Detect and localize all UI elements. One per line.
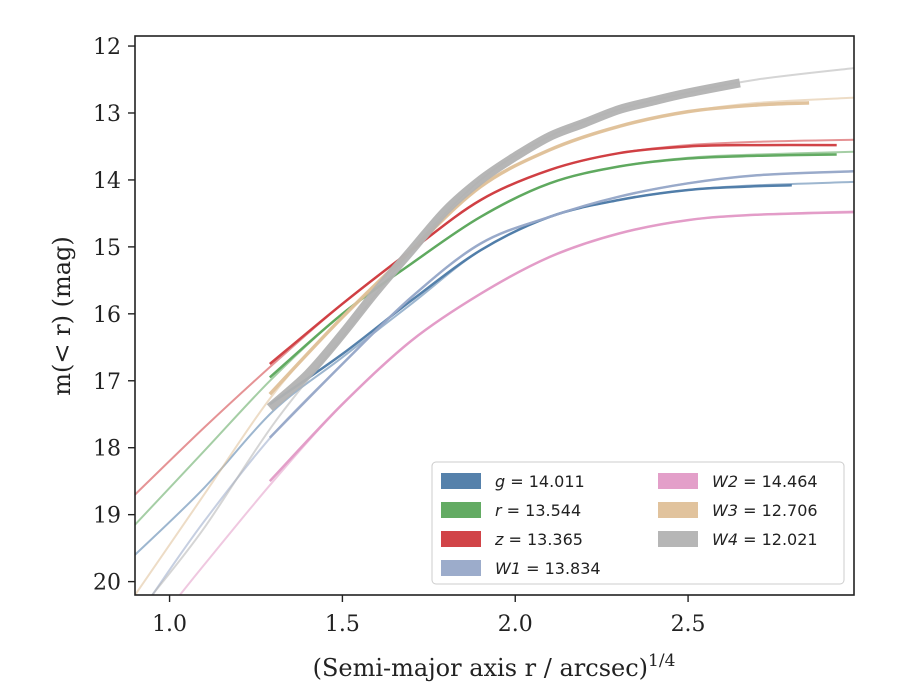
legend-label-value: = 14.464 (738, 472, 818, 491)
series-w2-data-line (268, 210, 854, 483)
x-tick-label: 1.0 (152, 612, 187, 637)
x-axis-label: (Semi-major axis r / arcsec)1/4 (313, 651, 676, 682)
legend-label-base: W1 (495, 559, 521, 578)
series-w4-data-line (266, 78, 741, 411)
series-z-data-line (269, 143, 837, 365)
legend-label-value: = 12.021 (738, 530, 818, 549)
legend-label-r: r = 13.544 (495, 501, 581, 520)
y-tick-label: 13 (93, 102, 121, 127)
legend-swatch-z (441, 531, 481, 547)
y-tick-label: 15 (93, 236, 121, 261)
legend-label-z: z = 13.365 (494, 530, 583, 549)
legend-swatch-w2 (658, 473, 698, 489)
legend-label-w1: W1 = 13.834 (495, 559, 601, 578)
legend-label-base: W4 (712, 530, 738, 549)
series-w1-data-line (268, 169, 854, 439)
legend-swatch-w4 (658, 531, 698, 547)
legend-label-value: = 14.011 (505, 472, 585, 491)
y-tick-label: 14 (93, 169, 121, 194)
legend-label-base: W2 (712, 472, 738, 491)
legend-label-value: = 13.544 (502, 501, 582, 520)
legend-label-base: W3 (712, 501, 738, 520)
x-tick-label: 2.0 (498, 612, 533, 637)
legend-label-value: = 12.706 (738, 501, 818, 520)
ticks-layer: 1.0 1.5 2.0 2.5 12 13 14 15 16 17 18 19 20 (93, 35, 706, 637)
y-tick-label: 19 (93, 504, 121, 529)
legend-label-base: z (494, 530, 504, 549)
curves-layer (135, 67, 854, 595)
legend-label-base: g (495, 472, 505, 491)
legend-label-w2: W2 = 14.464 (712, 472, 818, 491)
legend-swatch-w3 (658, 502, 698, 518)
legend-label-w3: W3 = 12.706 (712, 501, 818, 520)
legend-label-value: = 13.834 (521, 559, 601, 578)
x-tick-label: 2.5 (671, 612, 706, 637)
legend-label-w4: W4 = 12.021 (712, 530, 818, 549)
legend-label-base: r (495, 501, 503, 520)
y-tick-label: 18 (93, 437, 121, 462)
y-tick-label: 17 (93, 370, 121, 395)
legend-box (431, 461, 845, 585)
y-axis-label: m(< r) (mag) (48, 236, 76, 395)
x-tick-label: 1.5 (325, 612, 360, 637)
legend-swatch-w1 (441, 560, 481, 576)
y-tick-label: 16 (93, 303, 121, 328)
y-tick-label: 20 (93, 571, 121, 596)
legend-swatch-r (441, 502, 481, 518)
legend-label-g: g = 14.011 (495, 472, 585, 491)
plot-frame (134, 35, 855, 596)
y-tick-label: 12 (93, 35, 121, 60)
series-w3-data-line (268, 101, 810, 396)
legend-label-value: = 13.365 (503, 530, 583, 549)
legend-swatch-g (441, 473, 481, 489)
